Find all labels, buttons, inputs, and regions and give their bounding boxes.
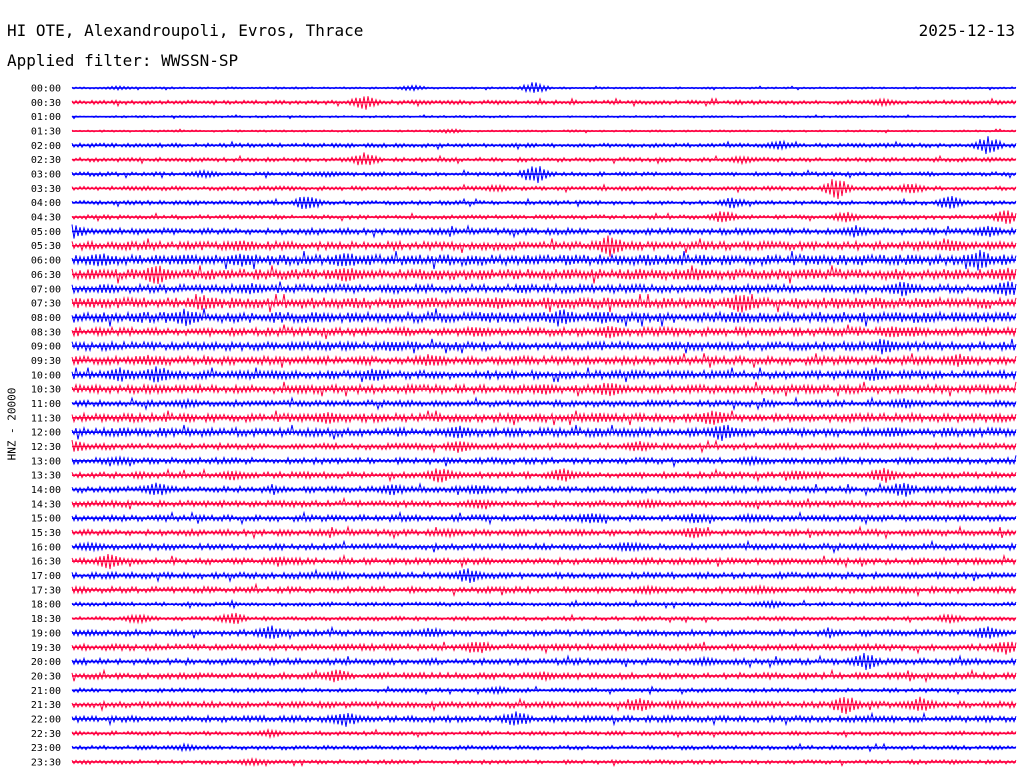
- row-time-label: 18:00: [31, 600, 61, 611]
- row-time-label: 08:30: [31, 327, 61, 338]
- row-time-label: 21:00: [31, 686, 61, 697]
- trace-row: [71, 338, 1017, 355]
- row-time-label: 02:30: [31, 155, 61, 166]
- trace-row: [71, 353, 1017, 368]
- row-time-label: 01:00: [31, 112, 61, 123]
- date-label: 2025-12-13: [918, 21, 1015, 40]
- row-time-label: 09:30: [31, 356, 61, 367]
- row-time-label: 12:00: [31, 428, 61, 439]
- trace-row: [71, 381, 1017, 397]
- row-time-label: 16:00: [31, 542, 61, 553]
- trace-row: [71, 568, 1017, 583]
- row-time-label: 08:00: [31, 313, 61, 324]
- row-time-label: 15:00: [31, 514, 61, 525]
- row-time-label: 07:00: [31, 284, 61, 295]
- row-time-label: 06:00: [31, 256, 61, 267]
- row-time-label: 14:00: [31, 485, 61, 496]
- trace-row: [71, 641, 1017, 655]
- trace-row: [71, 152, 1017, 166]
- trace-row: [71, 324, 1017, 340]
- row-time-label: 19:00: [31, 628, 61, 639]
- row-time-label: 20:30: [31, 671, 61, 682]
- trace-row: [71, 696, 1017, 715]
- trace-row: [71, 281, 1017, 297]
- row-time-label: 06:30: [31, 270, 61, 281]
- trace-row: [71, 294, 1017, 313]
- row-time-label: 05:30: [31, 241, 61, 252]
- row-time-label: 01:30: [31, 127, 61, 138]
- row-time-label: 16:30: [31, 557, 61, 568]
- seismic-traces: [71, 82, 1017, 768]
- row-time-label: 17:30: [31, 585, 61, 596]
- row-time-label: 21:30: [31, 700, 61, 711]
- row-time-label: 15:30: [31, 528, 61, 539]
- row-time-label: 23:00: [31, 743, 61, 754]
- trace-row: [71, 249, 1017, 271]
- row-time-label: 11:30: [31, 413, 61, 424]
- row-time-label: 23:30: [31, 757, 61, 768]
- row-time-label: 04:00: [31, 198, 61, 209]
- row-time-label: 13:00: [31, 456, 61, 467]
- row-time-label: 17:00: [31, 571, 61, 582]
- trace-row: [71, 467, 1017, 483]
- filter-label: Applied filter: WWSSN-SP: [7, 51, 239, 70]
- row-time-label: 03:30: [31, 184, 61, 195]
- row-time-label: 20:00: [31, 657, 61, 668]
- row-time-label: 19:30: [31, 643, 61, 654]
- row-time-label: 03:00: [31, 170, 61, 181]
- trace-row: [71, 424, 1017, 441]
- row-time-label: 22:00: [31, 714, 61, 725]
- row-time-label: 11:00: [31, 399, 61, 410]
- row-time-label: 18:30: [31, 614, 61, 625]
- row-time-label: 22:30: [31, 729, 61, 740]
- row-time-label: 07:30: [31, 299, 61, 310]
- row-labels: 00:00 00:30 01:00 01:30 02:00 02:30 03:00 03:30…: [31, 84, 61, 769]
- row-time-label: 00:00: [31, 84, 61, 95]
- row-time-label: 10:30: [31, 385, 61, 396]
- row-time-label: 00:30: [31, 98, 61, 109]
- row-time-label: 10:00: [31, 370, 61, 381]
- row-time-label: 04:30: [31, 213, 61, 224]
- row-time-label: 05:00: [31, 227, 61, 238]
- station-title: HI OTE, Alexandroupoli, Evros, Thrace: [7, 21, 364, 40]
- row-time-label: 14:30: [31, 499, 61, 510]
- row-time-label: 02:00: [31, 141, 61, 152]
- row-time-label: 09:00: [31, 342, 61, 353]
- row-time-label: 12:30: [31, 442, 61, 453]
- row-time-label: 13:30: [31, 471, 61, 482]
